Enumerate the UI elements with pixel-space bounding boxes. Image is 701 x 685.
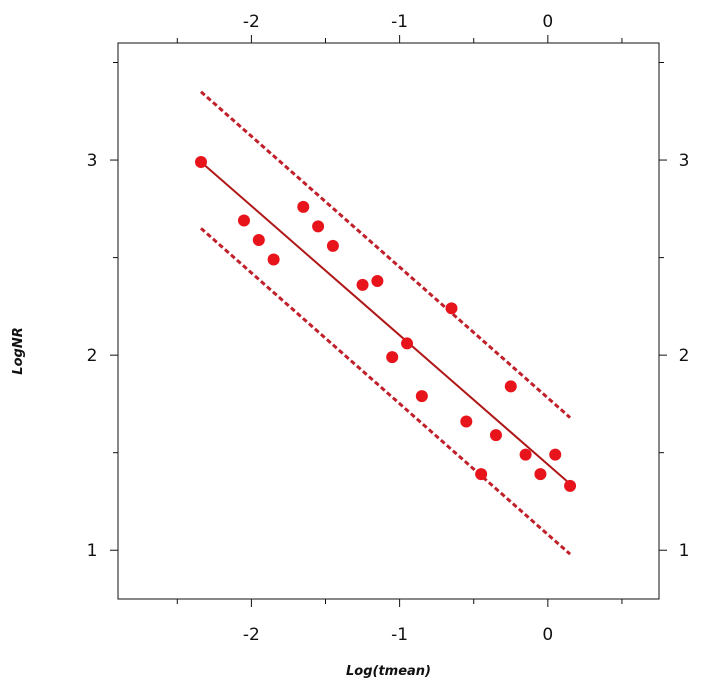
y-tick-label-right: 1 bbox=[679, 541, 690, 561]
x-axis-title: Log(tmean) bbox=[346, 664, 431, 679]
x-tick-label-top: 0 bbox=[542, 12, 553, 32]
x-tick-label-bottom: -2 bbox=[243, 625, 260, 645]
upper-prediction-band bbox=[200, 90, 572, 419]
data-point bbox=[489, 429, 502, 442]
tick-labels: -2 -2 -1 -1 0 0 1 1 2 2 3 3 bbox=[87, 12, 690, 645]
x-tick-label-top: -2 bbox=[243, 12, 260, 32]
data-point bbox=[504, 380, 517, 393]
x-tick-label-bottom: -1 bbox=[391, 625, 408, 645]
data-point bbox=[371, 275, 384, 288]
data-point bbox=[445, 302, 458, 315]
data-point bbox=[534, 468, 547, 481]
data-point bbox=[312, 220, 325, 233]
y-tick-label-left: 1 bbox=[87, 541, 98, 561]
data-point bbox=[549, 448, 562, 461]
y-axis-title: LogNR bbox=[11, 327, 26, 374]
data-point bbox=[252, 234, 265, 247]
data-point bbox=[460, 415, 473, 428]
data-point bbox=[401, 337, 414, 350]
y-tick-label-left: 2 bbox=[87, 346, 98, 366]
data-point bbox=[326, 239, 339, 252]
y-tick-label-right: 2 bbox=[679, 346, 690, 366]
data-point bbox=[237, 214, 250, 227]
plot-frame bbox=[117, 42, 660, 600]
data-point bbox=[195, 156, 208, 169]
data-point bbox=[415, 390, 428, 403]
data-point bbox=[386, 351, 399, 364]
data-point bbox=[475, 468, 488, 481]
y-tick-label-left: 3 bbox=[87, 151, 98, 171]
data-point bbox=[356, 278, 369, 291]
data-points bbox=[195, 156, 577, 492]
data-point bbox=[297, 200, 310, 213]
fit-line bbox=[200, 161, 571, 485]
lower-prediction-band bbox=[200, 227, 572, 556]
x-tick-label-top: -1 bbox=[391, 12, 408, 32]
data-point bbox=[564, 479, 577, 492]
y-tick-label-right: 3 bbox=[679, 151, 690, 171]
data-point bbox=[267, 253, 280, 266]
data-point bbox=[519, 448, 532, 461]
axis-ticks bbox=[110, 35, 667, 607]
regression-lines bbox=[200, 90, 572, 556]
x-tick-label-bottom: 0 bbox=[542, 625, 553, 645]
